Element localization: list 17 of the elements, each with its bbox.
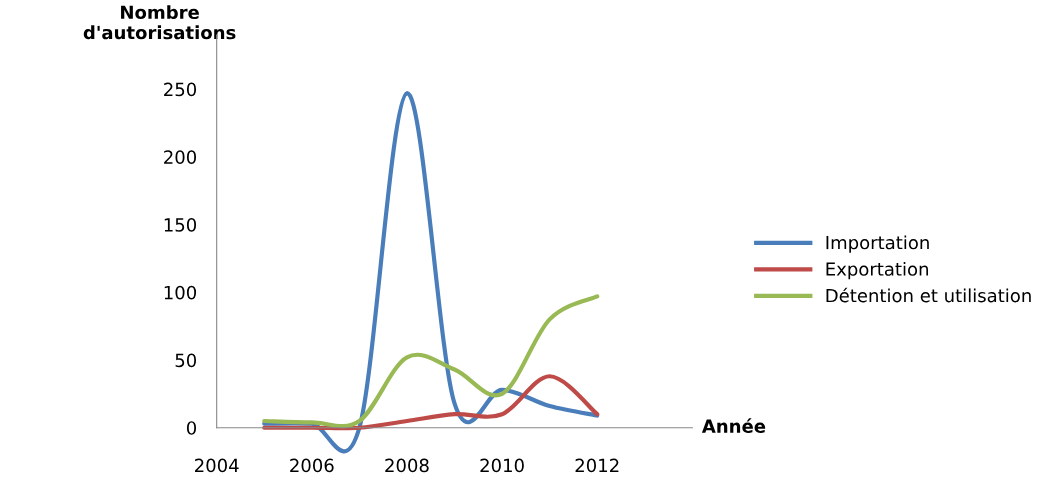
y-tick-label: 50 xyxy=(175,353,197,368)
y-tick-label: 150 xyxy=(164,218,197,232)
legend-label: Importation xyxy=(826,235,929,253)
x-tick-label: 2004 xyxy=(195,458,239,473)
y-tick-label: 250 xyxy=(164,82,197,97)
x-axis-title: Année xyxy=(701,418,766,433)
x-tick-label: 2012 xyxy=(575,458,619,473)
y-axis-title: Nombre d'autorisations xyxy=(83,5,236,40)
legend-label: Exportation xyxy=(826,261,928,280)
x-tick-label: 2008 xyxy=(385,458,429,473)
legend-label: Détention et utilisation xyxy=(826,287,1031,303)
y-tick-label: 200 xyxy=(164,150,197,164)
line-series xyxy=(262,374,600,431)
x-tick-label: 2010 xyxy=(480,458,524,473)
y-tick-label: 100 xyxy=(164,285,197,300)
x-tick-label: 2006 xyxy=(290,458,334,473)
y-tick-label: 0 xyxy=(186,421,197,435)
